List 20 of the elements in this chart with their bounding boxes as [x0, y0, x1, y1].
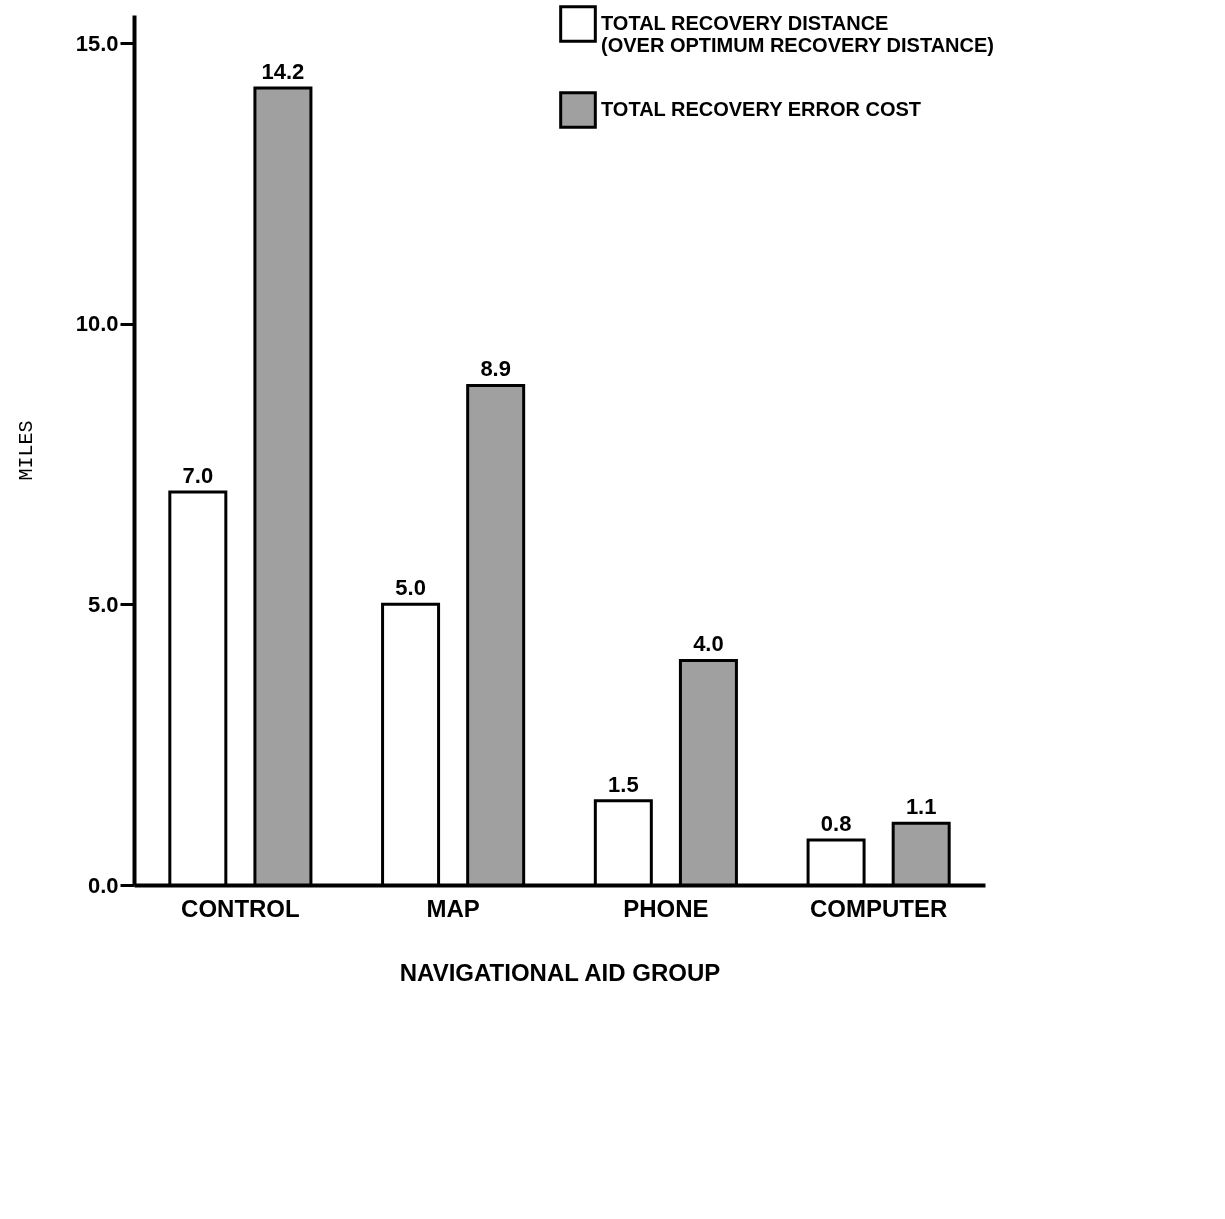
data-label: 1.5	[608, 771, 639, 797]
legend-label: TOTAL RECOVERY DISTANCE (OVER OPTIMUM RECOVERY DISTANCE)	[601, 12, 994, 56]
y-tick-label: 0.0	[87, 872, 119, 898]
x-tick-label: CONTROL	[181, 894, 300, 922]
y-tick-label: 5.0	[87, 591, 119, 617]
data-label: 1.1	[905, 794, 937, 820]
data-label: 0.8	[820, 811, 852, 837]
y-tick-label: 10.0	[75, 311, 119, 337]
x-axis-title: NAVIGATIONAL AID GROUP	[399, 958, 721, 986]
data-label: 7.0	[182, 463, 214, 489]
data-label: 14.2	[261, 58, 305, 84]
x-tick-label: COMPUTER	[809, 894, 948, 922]
y-tick-label: 15.0	[75, 30, 119, 56]
data-label: 8.9	[480, 356, 511, 382]
data-label: 5.0	[395, 575, 426, 601]
legend-label: TOTAL RECOVERY ERROR COST	[601, 98, 922, 120]
x-tick-label: MAP	[426, 894, 480, 922]
data-label: 4.0	[693, 631, 724, 657]
y-axis-title: MILES	[14, 420, 38, 481]
x-tick-label: PHONE	[623, 894, 709, 922]
